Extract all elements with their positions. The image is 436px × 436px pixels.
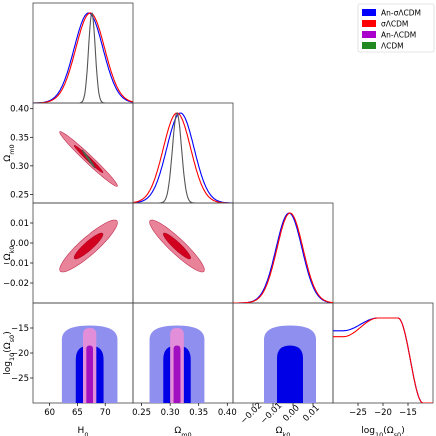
yaxis-label-logOs0: log10(Ωs0) [3,331,16,374]
curve-H0-ΛCDM [33,12,133,103]
panel-frame-2-2 [232,202,334,304]
xtick-label: 0.30 [161,408,180,418]
axis-label-sub2: s0 [394,431,402,436]
axis-label-main: Ω [276,426,283,436]
legend-swatch-3 [362,42,376,49]
xaxis-label-H0: H0 [78,426,89,436]
legend: An-σΛCDM σΛCDM An-ΛCDM ΛCDM [357,3,435,53]
xaxis-label-Ok0: Ωk0 [276,426,291,436]
axis-label-sub: 0 [84,431,88,436]
xtick-label: 0.25 [132,408,151,418]
axis-label-main: Ω [174,426,181,436]
axis-label-main: H [78,426,85,436]
contour-1sigma-H0_Ok0 [73,232,104,260]
ytick-label: −25 [11,374,29,384]
yaxis-label-Ok0: Ωk0 [3,246,16,261]
curve-Om0-An-σΛCDM [133,112,233,203]
diag-panel-Ok0 [233,212,333,303]
legend-label-1: σΛCDM [381,20,408,29]
dome [86,345,93,403]
xtick-label: 65 [72,408,83,418]
curve-H0-σΛCDM [33,12,133,103]
xtick-label: −0.01 [259,401,285,427]
curve-Om0-σΛCDM [133,112,233,203]
contour-Om0_logOs0 [149,325,205,403]
xtick-label: −0.02 [239,401,265,427]
axis-label-main: log [3,361,13,375]
legend-label-3: ΛCDM [381,42,404,51]
xtick-label: 0.01 [301,403,321,423]
dome [173,345,181,403]
ytick-label: 0.01 [10,219,29,229]
axis-label-sub: m0 [8,144,16,154]
axis-label-sub: 10 [375,431,383,436]
axis-label-suffix2: ) [401,426,405,436]
ytick-label: 0.25 [10,190,29,200]
xtick-label: 0.40 [218,408,237,418]
contour-H0_logOs0 [61,325,118,403]
curve-Ok0-σΛCDM [233,212,333,303]
axis-label-sub: m0 [181,431,191,436]
xtick-label: 60 [44,408,55,418]
diag-panel-Om0 [133,112,233,203]
curve-Om0-ΛCDM [133,112,233,203]
axis-label-main: Ω [3,253,13,260]
contour-H0_Om0 [59,131,118,187]
axis-label-suffix: (Ω [383,426,394,436]
dome [277,345,303,403]
ytick-label: −0.02 [3,279,29,289]
ytick-label: 0.35 [10,133,29,143]
legend-swatch-2 [362,31,376,38]
ytick-label: −0.01 [3,259,29,269]
axis-label-suffix: (Ω [3,342,13,353]
xtick-label: −15 [399,408,417,418]
xtick-label: −20 [374,408,392,418]
axis-label-main: log [361,426,375,436]
ytick-label: −20 [11,349,29,359]
xtick-label: 0.35 [189,408,208,418]
xtick-label: −25 [349,408,367,418]
curve-logOs0-An-σΛCDM [333,317,433,403]
xaxis-label-Om0: Ωm0 [174,426,191,436]
axis-label-main: Ω [3,155,13,162]
axis-label-sub: k0 [282,431,290,436]
ytick-label: 0.00 [10,239,29,249]
legend-swatch-1 [362,20,376,27]
contour-Om0_Ok0 [149,219,205,273]
diag-panel-logOs0 [333,317,433,403]
contour-lcdm-H0_Om0 [81,149,96,169]
xtick-label: 70 [100,408,111,418]
ytick-label: 0.30 [10,162,29,172]
axis-label-suffix2: ) [3,331,13,335]
axis-label-sub: k0 [8,246,16,254]
legend-box [357,3,435,53]
yaxis-label-Om0: Ωm0 [3,144,16,161]
panels-layer [32,2,434,404]
contour-Ok0_logOs0 [264,325,316,403]
panel-frame-1-1 [132,102,234,204]
diag-panel-H0 [33,12,133,103]
curve-H0-An-σΛCDM [33,12,133,103]
ytick-label: 0.40 [10,105,29,115]
contour-H0_Ok0 [59,219,118,273]
legend-swatch-0 [362,9,376,16]
legend-label-2: An-ΛCDM [381,31,416,40]
contour-1sigma-Om0_Ok0 [163,232,191,260]
axis-label-sub2: s0 [8,335,16,343]
ytick-label: −15 [11,324,29,334]
xtick-label: 0.00 [281,403,301,423]
curve-logOs0-σΛCDM [333,317,433,403]
legend-label-0: An-σΛCDM [381,9,421,18]
axis-label-sub: 10 [8,353,16,361]
xaxis-label-logOs0: log10(Ωs0) [361,426,404,436]
